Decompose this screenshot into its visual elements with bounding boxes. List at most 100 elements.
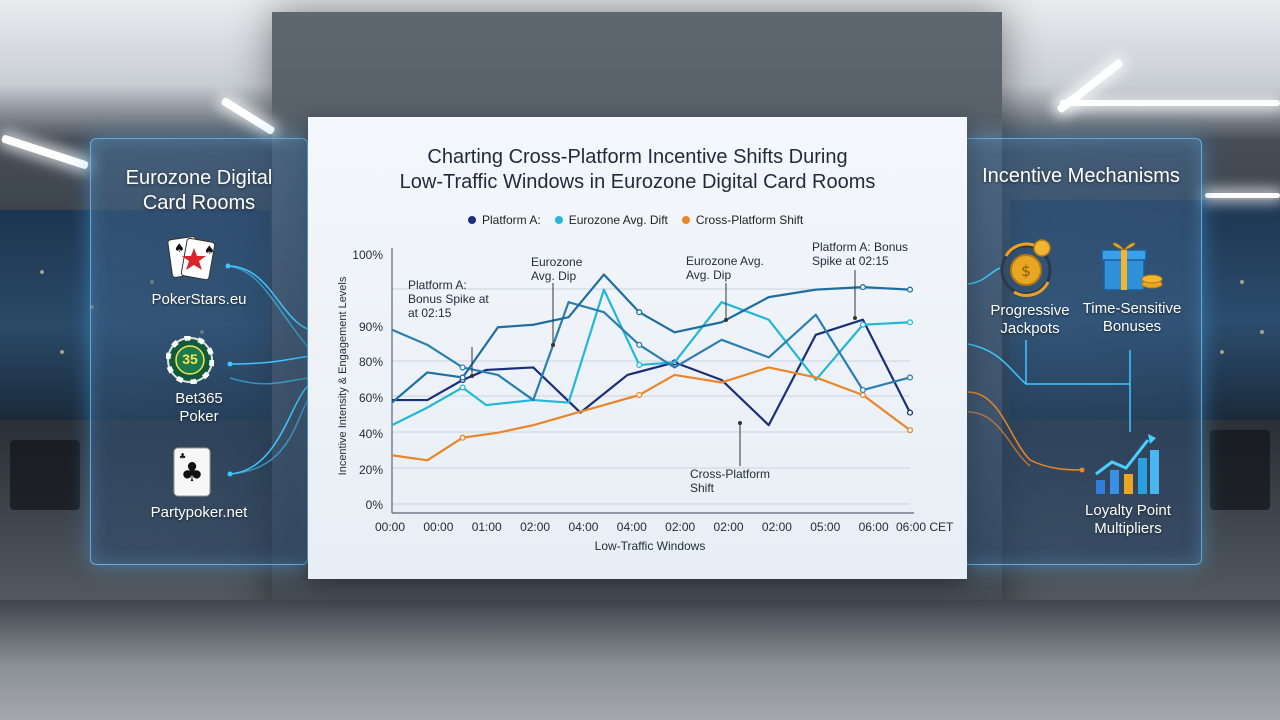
svg-text:$: $ <box>1021 262 1031 280</box>
annotation-text: Avg. Dip <box>531 269 576 283</box>
mechanism-label-jackpots: Progressive Jackpots <box>980 302 1080 338</box>
data-point <box>906 319 914 326</box>
platforms-panel-title: Eurozone Digital Card Rooms <box>90 166 308 216</box>
data-point <box>859 386 866 394</box>
data-point <box>859 391 866 399</box>
x-tick-label: 00:00 <box>423 520 453 534</box>
chart-legend: Platform A: Eurozone Avg. Dift Cross-Pla… <box>468 212 817 228</box>
data-point <box>459 374 466 381</box>
legend-item-cross-platform: Cross-Platform Shift <box>681 213 804 227</box>
office-chair-left <box>10 440 80 510</box>
chart-title-line1: Charting Cross-Platform Incentive Shifts… <box>427 146 848 168</box>
jackpots-line2: Jackpots <box>1000 320 1060 337</box>
legend-item-eurozone: Eurozone Avg. Dift <box>554 213 668 227</box>
annotation-text: Eurozone <box>531 255 583 269</box>
series-line <box>391 288 911 427</box>
svg-text:♣: ♣ <box>179 452 186 461</box>
annotation-dot <box>724 318 728 322</box>
x-tick-label: 02:00 <box>762 520 792 534</box>
data-point <box>906 427 914 434</box>
coin-cycle-icon: $ <box>996 236 1056 298</box>
y-tick-label: 80% <box>359 355 383 369</box>
data-point <box>636 309 643 316</box>
x-tick-label: 01:00 <box>472 520 502 534</box>
platform-label-pokerstars: PokerStars.eu <box>151 291 247 308</box>
platform-label-bet365: Bet365 Poker <box>90 390 308 426</box>
annotation-text: at 02:15 <box>408 306 452 320</box>
svg-text:♣: ♣ <box>180 458 203 488</box>
rising-bars-icon <box>1092 430 1162 498</box>
annotation-dot <box>738 421 742 425</box>
gift-box-icon <box>1100 234 1166 294</box>
x-tick-label: 00:00 <box>375 520 405 534</box>
chart-board <box>308 117 967 579</box>
club-card-icon: ♣ ♣ <box>172 446 212 498</box>
data-point <box>459 384 466 391</box>
legend-swatch-eurozone <box>554 216 563 224</box>
x-axis-title: Low-Traffic Windows <box>595 539 706 553</box>
y-tick-label: 0% <box>366 498 384 512</box>
bet365-line2: Poker <box>179 408 219 425</box>
mechanism-label-loyalty: Loyalty Point Multipliers <box>1068 502 1188 538</box>
chart-title: Charting Cross-Platform Incentive Shifts… <box>308 145 967 195</box>
annotation-text: Bonus Spike at <box>408 292 489 306</box>
legend-label-eurozone: Eurozone Avg. Dift <box>568 213 668 227</box>
y-tick-label: 60% <box>359 391 383 405</box>
annotation-text: Platform A: <box>408 278 467 292</box>
data-point <box>859 284 866 291</box>
platforms-title-line2: Card Rooms <box>142 192 256 214</box>
legend-label-cross-platform: Cross-Platform Shift <box>695 213 804 227</box>
legend-swatch-platform-a <box>468 216 476 224</box>
annotation-dot <box>551 343 555 347</box>
chart-title-line2: Low-Traffic Windows in Eurozone Digital … <box>399 171 876 193</box>
annotation-dot <box>853 316 857 320</box>
y-tick-label: 40% <box>359 427 383 441</box>
mechanism-label-bonuses: Time-Sensitive Bonuses <box>1076 300 1188 336</box>
legend-swatch-cross-platform <box>681 216 690 224</box>
data-point <box>636 361 643 368</box>
mechanisms-panel-title: Incentive Mechanisms <box>982 165 1180 187</box>
poker-chip-number: 35 <box>182 351 198 367</box>
x-tick-label: 02:00 <box>665 520 695 534</box>
x-tick-label: 04:00 <box>617 520 647 534</box>
series-line <box>391 273 911 404</box>
data-point <box>459 364 466 371</box>
svg-text:♠: ♠ <box>204 243 215 257</box>
data-point <box>859 321 866 328</box>
y-tick-label: 90% <box>359 320 383 334</box>
bet365-line1: Bet365 <box>175 390 223 407</box>
series-line <box>391 366 911 462</box>
y-tick-label: 100% <box>352 248 383 262</box>
annotation-dot <box>470 374 474 378</box>
annotation-text: Spike at 02:15 <box>812 254 889 268</box>
office-chair-right <box>1210 430 1270 510</box>
legend-label-platform-a: Platform A: <box>482 213 541 227</box>
annotation-text: Avg. Dip <box>686 268 731 282</box>
loyalty-line2: Multipliers <box>1094 520 1162 537</box>
data-point <box>636 391 643 399</box>
bonuses-line2: Bonuses <box>1102 318 1162 335</box>
annotation-text: Cross-Platform <box>690 467 770 481</box>
data-point <box>636 341 643 348</box>
y-tick-label: 20% <box>359 463 383 477</box>
x-tick-label: 05:00 <box>810 520 840 534</box>
x-tick-label: 02:00 <box>714 520 744 534</box>
x-tick-label: 06:00 <box>859 520 889 534</box>
x-tick-label: 04:00 <box>568 520 598 534</box>
x-tick-label: 06:00 CET <box>896 520 954 534</box>
series-line <box>392 318 911 427</box>
platform-label-partypoker: Partypoker.net <box>150 504 248 521</box>
y-axis-title: Incentive Intensity & Engagement Levels <box>337 276 349 475</box>
annotation-text: Eurozone Avg. <box>686 254 764 268</box>
data-point <box>906 286 914 293</box>
data-point <box>906 409 914 416</box>
cards-spade-icon: ♠ ♠ <box>166 234 218 284</box>
platforms-title-line1: Eurozone Digital <box>125 167 273 189</box>
series-line <box>391 301 911 402</box>
svg-text:♠: ♠ <box>174 241 185 255</box>
data-point <box>906 374 914 381</box>
annotation-text: Platform A: Bonus <box>812 240 908 254</box>
loyalty-line1: Loyalty Point <box>1085 502 1171 519</box>
bonuses-line1: Time-Sensitive <box>1082 300 1182 317</box>
